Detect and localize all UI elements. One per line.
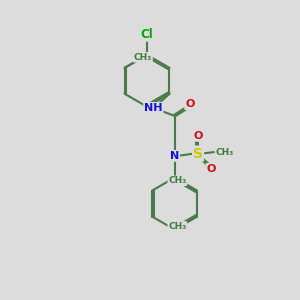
Text: CH₃: CH₃	[134, 53, 152, 62]
Text: CH₃: CH₃	[168, 222, 186, 231]
Text: O: O	[185, 99, 194, 109]
Text: S: S	[193, 146, 203, 161]
Text: N: N	[170, 151, 179, 161]
Text: O: O	[194, 131, 203, 141]
Text: Cl: Cl	[141, 28, 153, 41]
Text: NH: NH	[144, 103, 163, 113]
Text: CH₃: CH₃	[215, 148, 234, 157]
Text: O: O	[207, 164, 216, 174]
Text: CH₃: CH₃	[168, 176, 186, 185]
